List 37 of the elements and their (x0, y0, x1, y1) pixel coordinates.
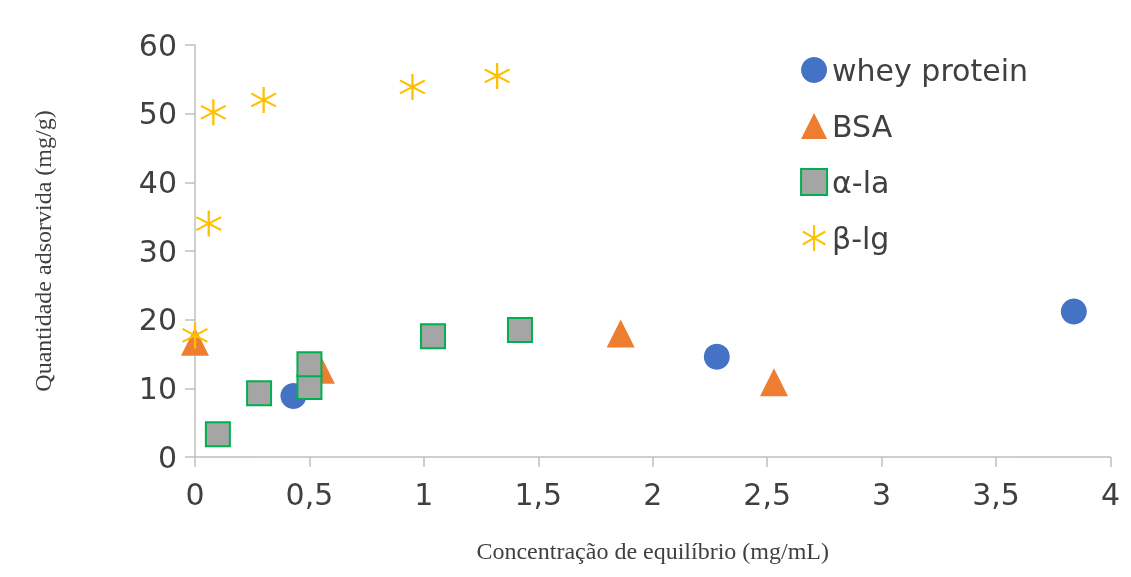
y-tick-label: 10 (138, 370, 177, 406)
point (250, 86, 277, 113)
y-axis-title: Quantidade adsorvida (mg/g) (30, 110, 56, 392)
point (296, 351, 323, 378)
legend-label: α-la (832, 164, 890, 200)
point (182, 322, 208, 349)
point (506, 316, 533, 343)
legend-label: BSA (832, 108, 893, 144)
point (420, 323, 447, 350)
x-axis-title: Concentração de equilíbrio (mg/mL) (476, 538, 829, 564)
point (246, 380, 273, 407)
point (204, 421, 231, 448)
x-tick-label: 1 (414, 476, 434, 512)
x-tick-label: 2,5 (743, 476, 792, 512)
point (195, 210, 222, 237)
y-tick-label: 40 (138, 164, 177, 200)
x-tick-label: 4 (1100, 476, 1120, 512)
point (200, 99, 227, 126)
y-tick-label: 60 (138, 27, 177, 63)
y-tick-label: 30 (138, 233, 177, 269)
x-tick-label: 3 (872, 476, 892, 512)
x-tick-label: 0 (185, 476, 205, 512)
legend-label: β-lg (832, 220, 890, 256)
point (703, 343, 730, 370)
point (399, 73, 426, 100)
point (606, 319, 635, 348)
legend-label: whey protein (832, 52, 1028, 88)
point (1060, 298, 1087, 325)
point (760, 368, 789, 397)
y-tick-label: 50 (138, 96, 177, 132)
point (484, 62, 511, 89)
x-tick-label: 1,5 (514, 476, 563, 512)
y-tick-label: 20 (138, 302, 177, 338)
y-tick-label: 0 (157, 439, 177, 475)
x-tick-label: 2 (643, 476, 663, 512)
x-tick-label: 0,5 (285, 476, 334, 512)
x-tick-label: 3,5 (972, 476, 1020, 512)
